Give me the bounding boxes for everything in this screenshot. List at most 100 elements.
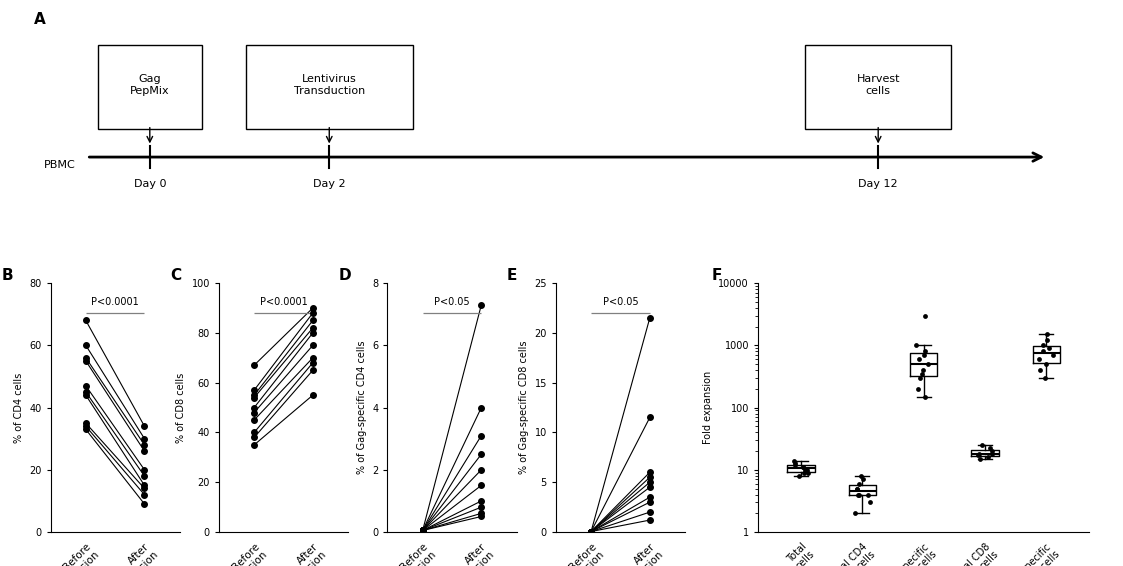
Point <box>473 481 491 490</box>
Point <box>1038 330 1056 339</box>
Point <box>973 440 990 449</box>
Text: Gag
PepMix: Gag PepMix <box>130 74 170 96</box>
Point <box>984 449 1002 458</box>
Point <box>916 392 934 401</box>
Point <box>913 369 931 378</box>
Point <box>853 475 871 484</box>
FancyBboxPatch shape <box>98 45 201 129</box>
Point <box>136 484 154 493</box>
Text: A: A <box>34 12 45 27</box>
Point <box>641 508 659 517</box>
Point <box>916 311 934 320</box>
Point <box>473 465 491 474</box>
Point <box>473 449 491 458</box>
Point <box>582 527 600 536</box>
Point <box>413 526 431 535</box>
Point <box>786 460 804 469</box>
Y-axis label: Fold expansion: Fold expansion <box>703 371 713 444</box>
Text: Day 12: Day 12 <box>858 179 898 188</box>
Point <box>859 490 877 499</box>
Point <box>304 353 322 362</box>
Point <box>136 471 154 481</box>
Point <box>304 316 322 325</box>
Point <box>413 526 431 535</box>
Point <box>136 434 154 443</box>
Text: P<0.05: P<0.05 <box>435 297 469 307</box>
Point <box>800 468 818 477</box>
Point <box>641 483 659 492</box>
Point <box>582 527 600 536</box>
Point <box>920 359 938 368</box>
Point <box>1037 374 1054 383</box>
Point <box>76 422 94 431</box>
Point <box>304 308 322 318</box>
Point <box>304 341 322 350</box>
Point <box>641 413 659 422</box>
Point <box>473 503 491 512</box>
Point <box>641 516 659 525</box>
Point <box>916 347 934 356</box>
Point <box>245 385 263 395</box>
Point <box>304 366 322 375</box>
Point <box>413 526 431 535</box>
Text: P<0.0001: P<0.0001 <box>259 297 308 307</box>
Point <box>849 490 867 499</box>
Point <box>245 361 263 370</box>
Point <box>1038 359 1056 368</box>
Point <box>473 431 491 440</box>
Point <box>1034 341 1052 350</box>
Point <box>848 484 866 493</box>
Point <box>136 440 154 449</box>
Text: PBMC: PBMC <box>44 160 76 170</box>
Point <box>304 328 322 337</box>
Point <box>582 527 600 536</box>
Point <box>136 422 154 431</box>
Point <box>413 526 431 535</box>
Point <box>473 512 491 521</box>
Point <box>473 509 491 518</box>
Point <box>1044 350 1062 359</box>
Point <box>136 490 154 499</box>
Point <box>1030 354 1048 363</box>
Y-axis label: % of Gag-specific CD4 cells: % of Gag-specific CD4 cells <box>357 341 366 474</box>
Text: B: B <box>1 268 13 283</box>
Point <box>136 465 154 474</box>
Point <box>76 424 94 434</box>
Point <box>785 456 803 465</box>
Point <box>912 374 930 383</box>
Point <box>914 366 932 375</box>
Point <box>582 527 600 536</box>
Point <box>794 462 812 471</box>
Point <box>582 527 600 536</box>
Point <box>76 316 94 325</box>
Point <box>304 323 322 332</box>
Point <box>979 453 997 462</box>
Point <box>304 391 322 400</box>
Point <box>245 393 263 402</box>
Point <box>909 384 926 393</box>
Point <box>641 478 659 487</box>
Point <box>413 526 431 535</box>
Point <box>582 527 600 536</box>
Point <box>582 527 600 536</box>
Point <box>413 526 431 535</box>
Point <box>582 527 600 536</box>
Point <box>848 484 866 493</box>
Point <box>413 526 431 535</box>
Point <box>473 496 491 505</box>
Text: P<0.0001: P<0.0001 <box>91 297 139 307</box>
Point <box>641 468 659 477</box>
Point <box>1033 347 1051 356</box>
Text: Day 2: Day 2 <box>313 179 346 188</box>
FancyBboxPatch shape <box>805 45 951 129</box>
Point <box>861 498 879 507</box>
Point <box>641 473 659 482</box>
Point <box>852 471 870 481</box>
Text: C: C <box>170 268 181 283</box>
Point <box>76 391 94 400</box>
Point <box>136 447 154 456</box>
Point <box>76 419 94 428</box>
Point <box>76 341 94 350</box>
Y-axis label: % of CD8 cells: % of CD8 cells <box>176 372 186 443</box>
Point <box>1031 366 1049 375</box>
